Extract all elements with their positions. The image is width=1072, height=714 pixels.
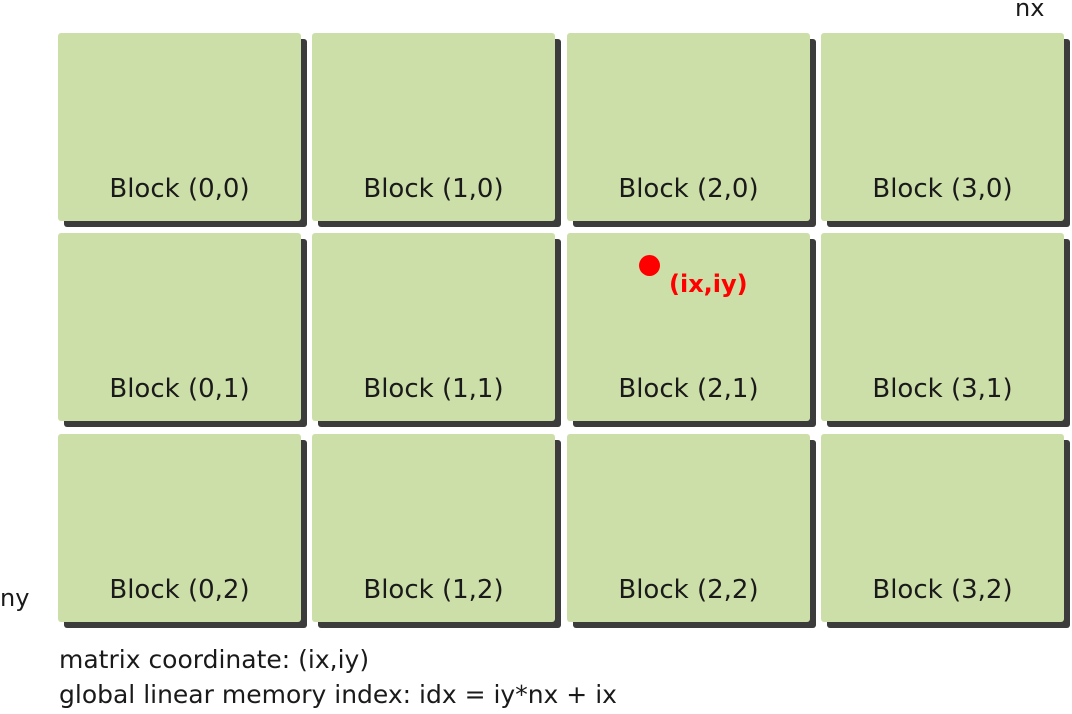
block-label: Block (2,1) <box>618 374 759 404</box>
thread-point-marker <box>639 255 660 276</box>
block-grid: Block (0,0) Block (1,0) Block (2,0) Block (… <box>58 33 1070 628</box>
block-label: Block (3,2) <box>872 575 1013 605</box>
block-label: Block (1,2) <box>363 575 504 605</box>
block-0-2: Block (0,2) <box>58 434 301 622</box>
block-3-2: Block (3,2) <box>821 434 1064 622</box>
block-label: Block (0,1) <box>109 374 250 404</box>
block-label: Block (1,0) <box>363 174 504 204</box>
block-3-0: Block (3,0) <box>821 33 1064 221</box>
nx-axis-label: nx <box>1015 0 1045 22</box>
block-1-2: Block (1,2) <box>312 434 555 622</box>
block-0-0: Block (0,0) <box>58 33 301 221</box>
ny-axis-label: ny <box>0 584 30 612</box>
block-1-0: Block (1,0) <box>312 33 555 221</box>
block-0-1: Block (0,1) <box>58 233 301 421</box>
thread-coordinate-label: (ix,iy) <box>669 270 748 298</box>
block-3-1: Block (3,1) <box>821 233 1064 421</box>
linear-index-caption: global linear memory index: idx = iy*nx … <box>59 680 617 709</box>
block-1-1: Block (1,1) <box>312 233 555 421</box>
block-label: Block (3,0) <box>872 174 1013 204</box>
block-2-2: Block (2,2) <box>567 434 810 622</box>
block-label: Block (2,0) <box>618 174 759 204</box>
block-label: Block (3,1) <box>872 374 1013 404</box>
block-label: Block (1,1) <box>363 374 504 404</box>
block-label: Block (0,0) <box>109 174 250 204</box>
block-2-1: Block (2,1) <box>567 233 810 421</box>
block-label: Block (0,2) <box>109 575 250 605</box>
block-label: Block (2,2) <box>618 575 759 605</box>
matrix-coordinate-caption: matrix coordinate: (ix,iy) <box>59 645 370 674</box>
block-2-0: Block (2,0) <box>567 33 810 221</box>
